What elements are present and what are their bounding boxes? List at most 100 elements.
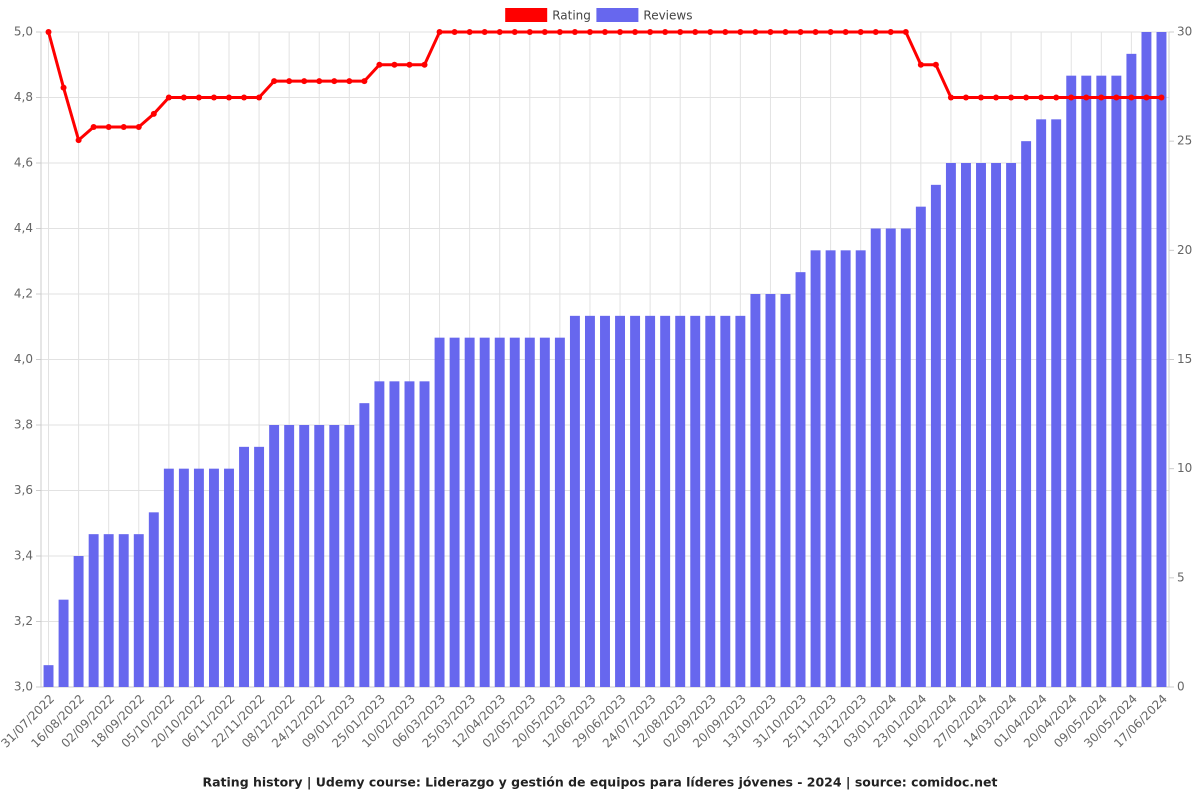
bar bbox=[464, 337, 475, 687]
legend-label: Reviews bbox=[643, 9, 692, 23]
point bbox=[526, 29, 533, 35]
point bbox=[135, 123, 142, 130]
bar bbox=[1006, 163, 1017, 687]
bar bbox=[1051, 119, 1062, 688]
bar bbox=[494, 337, 505, 687]
y2-tick-label: 10 bbox=[1177, 461, 1192, 475]
point bbox=[376, 61, 383, 68]
point bbox=[677, 29, 684, 35]
point bbox=[1143, 94, 1150, 101]
bar bbox=[374, 381, 385, 687]
bar bbox=[1036, 119, 1047, 688]
bar bbox=[419, 381, 430, 687]
bar bbox=[163, 468, 174, 687]
point bbox=[692, 29, 699, 35]
bar bbox=[254, 446, 265, 687]
point bbox=[150, 110, 157, 117]
point bbox=[165, 94, 172, 101]
point bbox=[1128, 94, 1135, 101]
bar bbox=[1126, 53, 1137, 688]
bar bbox=[991, 163, 1002, 687]
point bbox=[1158, 94, 1165, 101]
point bbox=[947, 94, 954, 101]
point bbox=[782, 29, 789, 35]
bar bbox=[148, 512, 159, 687]
bar bbox=[1111, 75, 1122, 687]
point bbox=[571, 29, 578, 35]
bar bbox=[690, 315, 701, 687]
y2-tick-label: 30 bbox=[1177, 25, 1192, 39]
point bbox=[812, 29, 819, 35]
bar bbox=[735, 315, 746, 687]
bar bbox=[675, 315, 686, 687]
point bbox=[60, 84, 67, 91]
point bbox=[496, 29, 503, 35]
point bbox=[241, 94, 248, 101]
y2-tick-label: 15 bbox=[1177, 352, 1192, 366]
point bbox=[1068, 94, 1075, 101]
point bbox=[346, 78, 353, 85]
point bbox=[962, 94, 969, 101]
point bbox=[90, 123, 97, 130]
bar bbox=[840, 250, 851, 688]
bar bbox=[434, 337, 445, 687]
y-tick-label: 3,4 bbox=[14, 549, 33, 563]
bar bbox=[930, 184, 941, 688]
y-tick-label: 4,0 bbox=[14, 352, 33, 366]
point bbox=[256, 94, 263, 101]
bar bbox=[569, 315, 580, 687]
bar bbox=[976, 163, 986, 687]
point bbox=[195, 94, 202, 101]
chart-title: Rating history | Udemy course: Liderazgo… bbox=[202, 775, 997, 790]
bar bbox=[780, 294, 791, 687]
bar bbox=[118, 534, 129, 687]
bar bbox=[915, 206, 926, 687]
bar bbox=[269, 425, 280, 687]
point bbox=[737, 29, 744, 35]
bar bbox=[524, 337, 535, 687]
point bbox=[993, 94, 1000, 101]
point bbox=[316, 78, 323, 85]
bar bbox=[945, 163, 956, 687]
bar bbox=[705, 315, 716, 687]
point bbox=[707, 29, 714, 35]
bar bbox=[284, 425, 295, 687]
bar bbox=[178, 468, 189, 687]
point bbox=[887, 29, 894, 35]
bar bbox=[539, 337, 550, 687]
bar bbox=[554, 337, 565, 687]
bar bbox=[645, 315, 656, 687]
bar bbox=[1081, 75, 1092, 687]
point bbox=[586, 29, 593, 35]
point bbox=[797, 29, 804, 35]
point bbox=[556, 29, 563, 35]
bar bbox=[58, 599, 69, 687]
bar bbox=[103, 534, 114, 687]
point bbox=[180, 94, 187, 101]
bar bbox=[344, 425, 355, 687]
point bbox=[226, 94, 232, 101]
point bbox=[1023, 94, 1030, 101]
point bbox=[617, 29, 624, 35]
point bbox=[722, 29, 729, 35]
y-tick-label: 3,2 bbox=[14, 614, 33, 628]
bar bbox=[885, 228, 896, 687]
point bbox=[662, 29, 669, 35]
bar bbox=[389, 381, 400, 687]
point bbox=[451, 29, 458, 35]
bar bbox=[1066, 75, 1077, 687]
point bbox=[45, 29, 52, 35]
bar bbox=[765, 294, 776, 687]
point bbox=[917, 61, 924, 68]
point bbox=[872, 29, 879, 35]
point bbox=[602, 29, 608, 35]
bar bbox=[314, 425, 325, 687]
point bbox=[271, 78, 278, 85]
y2-tick-label: 20 bbox=[1177, 243, 1192, 257]
point bbox=[1098, 94, 1105, 101]
y-tick-label: 5,0 bbox=[14, 25, 33, 39]
point bbox=[75, 137, 82, 144]
y-tick-label: 4,8 bbox=[14, 90, 33, 104]
point bbox=[1038, 94, 1045, 101]
point bbox=[436, 29, 443, 35]
